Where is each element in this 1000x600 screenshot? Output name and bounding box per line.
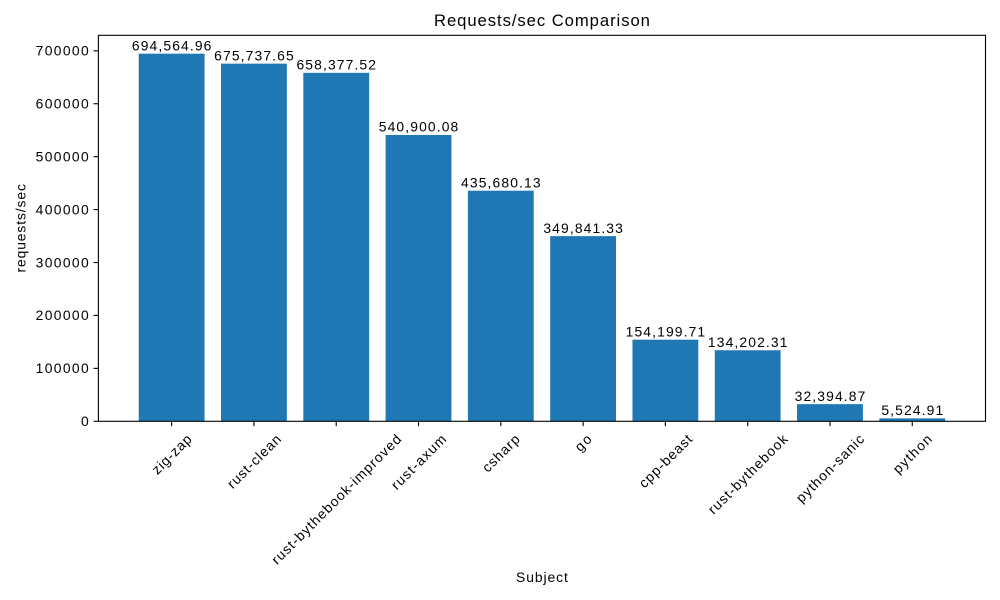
svg-text:435,680.13: 435,680.13: [461, 174, 541, 190]
svg-text:154,199.71: 154,199.71: [626, 323, 706, 339]
svg-text:700000: 700000: [36, 43, 89, 59]
svg-text:658,377.52: 658,377.52: [296, 57, 376, 73]
svg-text:540,900.08: 540,900.08: [379, 119, 459, 135]
svg-text:300000: 300000: [36, 254, 89, 270]
svg-text:0: 0: [81, 413, 89, 429]
svg-text:600000: 600000: [36, 96, 89, 112]
svg-text:32,394.87: 32,394.87: [795, 388, 866, 404]
svg-text:500000: 500000: [36, 148, 89, 164]
svg-text:675,737.65: 675,737.65: [214, 47, 294, 63]
svg-text:requests/sec: requests/sec: [13, 184, 29, 272]
svg-text:100000: 100000: [36, 360, 89, 376]
svg-text:400000: 400000: [36, 201, 89, 217]
svg-text:200000: 200000: [36, 307, 89, 323]
svg-text:Subject: Subject: [516, 569, 568, 585]
svg-text:5,524.91: 5,524.91: [881, 402, 943, 418]
svg-text:134,202.31: 134,202.31: [708, 334, 788, 350]
svg-text:694,564.96: 694,564.96: [132, 37, 212, 53]
svg-text:Requests/sec Comparison: Requests/sec Comparison: [434, 11, 650, 30]
svg-text:349,841.33: 349,841.33: [543, 220, 623, 236]
